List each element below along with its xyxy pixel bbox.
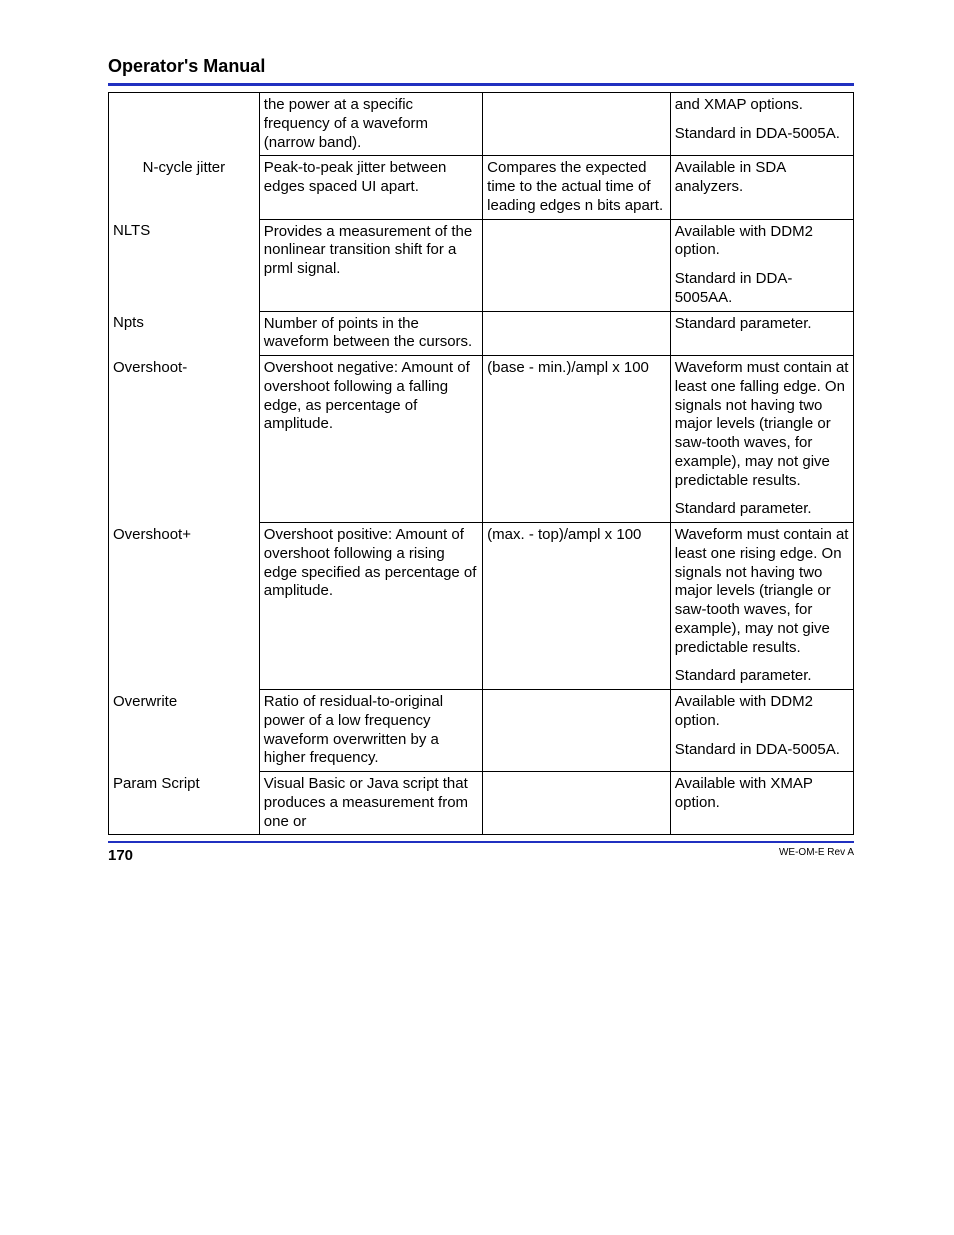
param-name-cell: Overshoot- — [109, 356, 260, 523]
param-name: Overshoot+ — [113, 526, 255, 545]
page-container: Operator's Manual the power at a specifi… — [0, 0, 954, 1235]
page-number: 170 — [108, 847, 133, 864]
param-notes-cell: Available with DDM2 option. Standard in D… — [670, 690, 853, 772]
param-note: Standard parameter. — [675, 315, 849, 334]
param-note: and XMAP options. — [675, 96, 849, 115]
param-note: Standard in DDA-5005A. — [675, 741, 849, 760]
param-notes-cell: Available in SDA analyzers. — [670, 156, 853, 219]
param-note: Available with DDM2 option. — [675, 693, 849, 731]
param-formula-cell: Compares the expected time to the actual… — [483, 156, 671, 219]
param-description-cell: Overshoot negative: Amount of overshoot … — [259, 356, 482, 523]
param-note: Available with DDM2 option. — [675, 223, 849, 261]
footer-rule — [108, 841, 854, 843]
page-title: Operator's Manual — [108, 56, 854, 77]
param-name-cell: N-cycle jitter — [109, 156, 260, 219]
doc-rev: WE-OM-E Rev A — [779, 847, 854, 858]
table-row: OverwriteRatio of residual-to-original p… — [109, 690, 854, 772]
param-name: Npts — [113, 314, 255, 333]
param-description-cell: Number of points in the waveform between… — [259, 311, 482, 356]
param-description-cell: Ratio of residual-to-original power of a… — [259, 690, 482, 772]
param-description-cell: the power at a specific frequency of a w… — [259, 93, 482, 156]
param-name: Overshoot- — [113, 359, 255, 378]
param-description-cell: Provides a measurement of the nonlinear … — [259, 219, 482, 311]
param-name-cell — [109, 93, 260, 156]
param-description-cell: Peak-to-peak jitter between edges spaced… — [259, 156, 482, 219]
param-description-cell: Visual Basic or Java script that produce… — [259, 772, 482, 835]
table-row: N-cycle jitterPeak-to-peak jitter betwee… — [109, 156, 854, 219]
param-name: Param Script — [113, 775, 255, 794]
param-name-cell: Overshoot+ — [109, 523, 260, 690]
param-name-cell: Npts — [109, 311, 260, 356]
param-note: Standard parameter. — [675, 500, 849, 519]
param-note: Waveform must contain at least one risin… — [675, 526, 849, 657]
table-row: Overshoot+Overshoot positive: Amount of … — [109, 523, 854, 690]
param-name: NLTS — [113, 222, 255, 241]
parameters-table: the power at a specific frequency of a w… — [108, 92, 854, 835]
param-note: Standard parameter. — [675, 667, 849, 686]
param-formula-cell — [483, 772, 671, 835]
param-formula-cell — [483, 311, 671, 356]
param-name: N-cycle jitter — [113, 159, 255, 178]
footer: 170 WE-OM-E Rev A — [108, 847, 854, 864]
param-description-cell: Overshoot positive: Amount of overshoot … — [259, 523, 482, 690]
param-formula-cell: (max. - top)/ampl x 100 — [483, 523, 671, 690]
param-notes-cell: and XMAP options. Standard in DDA-5005A. — [670, 93, 853, 156]
param-notes-cell: Waveform must contain at least one falli… — [670, 356, 853, 523]
param-name-cell: Param Script — [109, 772, 260, 835]
param-formula-cell — [483, 219, 671, 311]
param-note: Standard in DDA-5005AA. — [675, 270, 849, 308]
param-name: Overwrite — [113, 693, 255, 712]
param-name-cell: Overwrite — [109, 690, 260, 772]
param-formula-cell — [483, 690, 671, 772]
table-row: the power at a specific frequency of a w… — [109, 93, 854, 156]
param-notes-cell: Standard parameter. — [670, 311, 853, 356]
param-note: Waveform must contain at least one falli… — [675, 359, 849, 490]
header-rule — [108, 83, 854, 86]
param-note: Available in SDA analyzers. — [675, 159, 849, 197]
param-notes-cell: Available with XMAP option. — [670, 772, 853, 835]
param-notes-cell: Available with DDM2 option. Standard in D… — [670, 219, 853, 311]
param-name-cell: NLTS — [109, 219, 260, 311]
param-formula-cell — [483, 93, 671, 156]
table-row: NLTSProvides a measurement of the nonlin… — [109, 219, 854, 311]
param-note: Standard in DDA-5005A. — [675, 125, 849, 144]
table-row: Param ScriptVisual Basic or Java script … — [109, 772, 854, 835]
param-notes-cell: Waveform must contain at least one risin… — [670, 523, 853, 690]
param-formula-cell: (base - min.)/ampl x 100 — [483, 356, 671, 523]
param-note: Available with XMAP option. — [675, 775, 849, 813]
table-row: NptsNumber of points in the waveform bet… — [109, 311, 854, 356]
table-row: Overshoot-Overshoot negative: Amount of … — [109, 356, 854, 523]
